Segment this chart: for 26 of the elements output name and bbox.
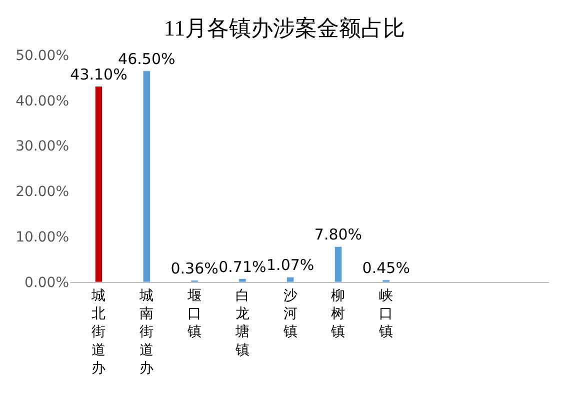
data-label: 0.36% — [170, 259, 218, 278]
bar — [94, 86, 103, 282]
x-tick-label: 沙河镇 — [282, 288, 298, 340]
x-tick-label: 城南街道办 — [138, 288, 154, 377]
x-tick-label: 堰口镇 — [186, 288, 202, 340]
bar — [142, 70, 150, 282]
y-tick-label: 40.00% — [16, 93, 69, 110]
data-label: 1.07% — [266, 256, 314, 274]
x-tick-label: 白龙塘镇 — [234, 288, 250, 358]
x-tick-label: 柳树镇 — [330, 288, 346, 340]
data-label: 46.50% — [118, 50, 176, 68]
y-tick-label: 20.00% — [16, 184, 69, 200]
y-tick-label: 10.00% — [16, 230, 69, 246]
data-label: 0.71% — [218, 258, 266, 276]
y-tick-label: 30.00% — [16, 138, 69, 155]
y-tick-label: 50.00% — [16, 48, 69, 64]
x-tick-label: 城北街道办 — [90, 288, 106, 377]
y-tick-label: 0.00% — [24, 274, 69, 291]
bar — [286, 276, 294, 282]
data-label: 7.80% — [314, 226, 362, 244]
data-label: 43.10% — [70, 65, 128, 84]
bar — [334, 246, 342, 282]
x-tick-label: 峡口镇 — [378, 288, 394, 340]
data-label: 0.45% — [362, 258, 410, 277]
chart-title: 11月各镇办涉案金额占比 — [164, 16, 406, 40]
bar — [238, 278, 246, 282]
